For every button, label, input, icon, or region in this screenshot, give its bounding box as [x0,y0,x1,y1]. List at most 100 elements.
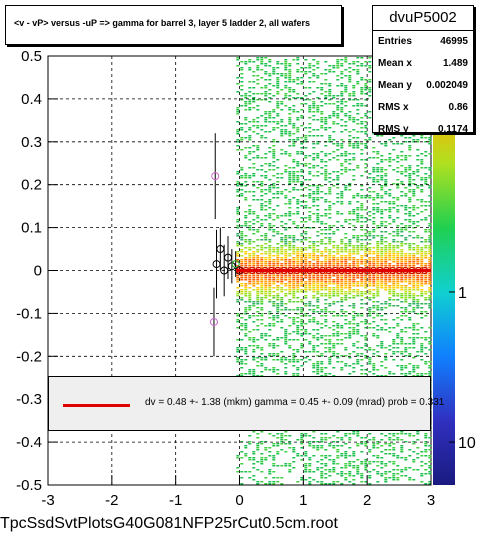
heatmap-cell [332,251,336,253]
heatmap-cell [308,333,312,335]
heatmap-cell [268,169,272,171]
heatmap-cell [264,457,268,459]
heatmap-cell [296,257,300,259]
heatmap-cell [388,285,392,287]
heatmap-cell [316,363,320,365]
heatmap-cell [400,273,404,275]
heatmap-cell [272,287,276,289]
heatmap-cell [256,375,260,377]
heatmap-cell [260,303,264,305]
heatmap-cell [352,283,356,285]
heatmap-cell [264,477,268,479]
heatmap-cell [352,121,356,123]
heatmap-cell [412,273,416,275]
heatmap-cell [268,191,272,193]
heatmap-cell [280,313,284,315]
heatmap-cell [364,133,368,135]
heatmap-cell [240,291,244,293]
heatmap-cell [280,273,284,275]
heatmap-cell [396,161,400,163]
heatmap-cell [412,171,416,173]
heatmap-cell [360,437,364,439]
heatmap-cell [324,121,328,123]
heatmap-cell [320,135,324,137]
heatmap-cell [292,97,296,99]
heatmap-cell [428,253,432,255]
heatmap-cell [336,449,340,451]
heatmap-cell [292,365,296,367]
heatmap-cell [260,169,264,171]
heatmap-cell [428,367,432,369]
heatmap-cell [324,265,328,267]
heatmap-cell [412,441,416,443]
heatmap-cell [360,261,364,263]
heatmap-cell [296,255,300,257]
heatmap-cell [372,367,376,369]
x-tick-label: 2 [363,492,371,509]
heatmap-cell [340,263,344,265]
heatmap-cell [296,289,300,291]
heatmap-cell [364,255,368,257]
heatmap-cell [276,297,280,299]
heatmap-cell [356,251,360,253]
heatmap-cell [348,159,352,161]
heatmap-cell [420,473,424,475]
stats-row-rms-x: RMS x 0.86 [373,97,473,119]
heatmap-cell [396,257,400,259]
heatmap-cell [348,333,352,335]
heatmap-cell [344,337,348,339]
heatmap-cell [336,285,340,287]
heatmap-cell [400,171,404,173]
heatmap-cell [408,235,412,237]
heatmap-cell [392,433,396,435]
heatmap-cell [328,475,332,477]
heatmap-cell [428,375,432,377]
heatmap-cell [364,461,368,463]
heatmap-cell [384,279,388,281]
heatmap-cell [368,275,372,277]
heatmap-cell [424,217,428,219]
heatmap-cell [428,251,432,253]
heatmap-cell [332,467,336,469]
heatmap-cell [308,257,312,259]
heatmap-cell [328,95,332,97]
heatmap-cell [280,359,284,361]
heatmap-cell [280,299,284,301]
heatmap-cell [380,247,384,249]
heatmap-cell [364,285,368,287]
heatmap-cell [400,257,404,259]
heatmap-cell [340,73,344,75]
heatmap-cell [292,89,296,91]
heatmap-cell [388,291,392,293]
heatmap-cell [252,273,256,275]
heatmap-cell [280,75,284,77]
heatmap-cell [304,239,308,241]
heatmap-cell [428,231,432,233]
heatmap-cell [424,141,428,143]
heatmap-cell [420,167,424,169]
heatmap-cell [428,195,432,197]
heatmap-cell [360,373,364,375]
heatmap-cell [248,127,252,129]
heatmap-cell [332,287,336,289]
heatmap-cell [288,253,292,255]
heatmap-cell [272,371,276,373]
heatmap-cell [264,297,268,299]
heatmap-cell [296,153,300,155]
heatmap-cell [236,227,240,229]
heatmap-cell [408,355,412,357]
heatmap-cell [384,185,388,187]
heatmap-cell [276,277,280,279]
heatmap-cell [256,169,260,171]
heatmap-cell [356,247,360,249]
heatmap-cell [332,131,336,133]
heatmap-cell [400,267,404,269]
heatmap-cell [312,471,316,473]
heatmap-cell [376,355,380,357]
heatmap-cell [348,169,352,171]
heatmap-cell [304,471,308,473]
heatmap-cell [236,213,240,215]
heatmap-cell [340,299,344,301]
heatmap-cell [356,473,360,475]
heatmap-cell [316,75,320,77]
